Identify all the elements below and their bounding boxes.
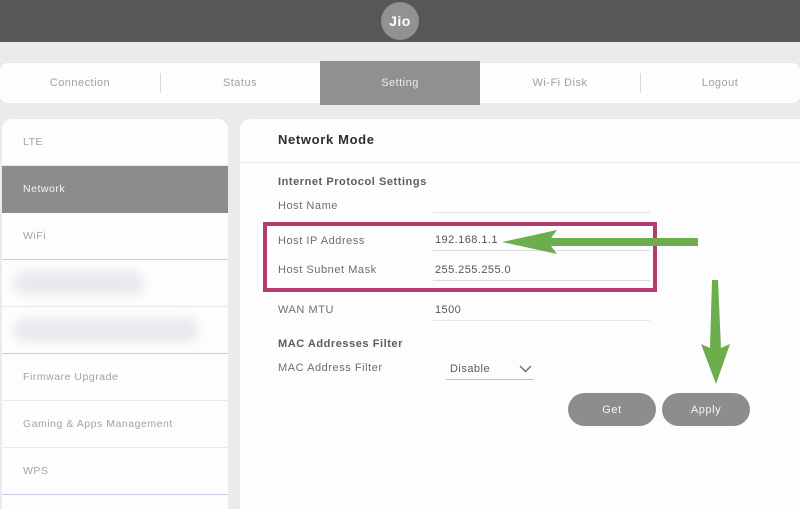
mac-addresses-filter-heading: MAC Addresses Filter — [278, 338, 403, 350]
tab-connection-label: Connection — [49, 77, 111, 89]
sidebar-item-network[interactable]: Network — [2, 166, 228, 213]
host-subnet-mask-label: Host Subnet Mask — [278, 264, 377, 276]
tab-logout[interactable]: Logout — [640, 63, 800, 103]
sidebar-item-blurred[interactable] — [2, 260, 228, 307]
host-subnet-mask-input[interactable] — [433, 261, 650, 281]
sidebar-item-wps-label: WPS — [23, 465, 49, 477]
host-ip-address-label: Host IP Address — [278, 235, 365, 247]
mac-address-filter-dropdown[interactable]: Disable — [446, 359, 534, 380]
tab-wifi-disk[interactable]: Wi-Fi Disk — [480, 63, 640, 103]
mac-address-filter-value: Disable — [450, 363, 491, 375]
host-ip-address-input[interactable] — [433, 231, 650, 251]
chevron-down-icon — [519, 365, 532, 373]
sidebar-item-wifi-label: WiFi — [23, 230, 47, 242]
apply-button[interactable]: Apply — [662, 393, 750, 426]
title-divider — [240, 162, 800, 163]
blurred-label-placeholder — [14, 318, 199, 342]
tab-status[interactable]: Status — [160, 63, 320, 103]
sidebar-item-wps[interactable]: WPS — [2, 448, 228, 495]
network-mode-panel: Network Mode Internet Protocol Settings … — [240, 119, 800, 509]
jio-logo: Jio — [381, 2, 419, 40]
sidebar-item-blurred[interactable] — [2, 307, 228, 354]
tab-connection[interactable]: Connection — [0, 63, 160, 103]
sidebar-item-firmware-upgrade[interactable]: Firmware Upgrade — [2, 354, 228, 401]
tab-status-label: Status — [222, 77, 258, 89]
sidebar-item-firmware-upgrade-label: Firmware Upgrade — [23, 371, 119, 383]
wan-mtu-input[interactable] — [433, 301, 650, 321]
main-tab-bar: Connection Status Setting Wi-Fi Disk Log… — [0, 61, 800, 105]
host-name-label: Host Name — [278, 200, 338, 212]
mac-address-filter-label: MAC Address Filter — [278, 362, 383, 374]
sidebar-item-gaming-apps-management[interactable]: Gaming & Apps Management — [2, 401, 228, 448]
host-name-input[interactable] — [433, 193, 650, 213]
settings-sidebar: LTE Network WiFi Firmware Upgrade Gaming… — [2, 119, 228, 509]
tab-divider — [640, 73, 641, 93]
jio-logo-text: Jio — [389, 13, 411, 29]
sidebar-item-gaming-apps-label: Gaming & Apps Management — [23, 418, 173, 430]
sidebar-item-wifi[interactable]: WiFi — [2, 213, 228, 260]
wan-mtu-label: WAN MTU — [278, 304, 334, 316]
tab-logout-label: Logout — [701, 77, 739, 89]
internet-protocol-settings-heading: Internet Protocol Settings — [278, 176, 427, 188]
sidebar-item-lte[interactable]: LTE — [2, 119, 228, 166]
get-button[interactable]: Get — [568, 393, 656, 426]
sidebar-item-network-label: Network — [23, 183, 66, 195]
tab-wifi-disk-label: Wi-Fi Disk — [532, 77, 588, 89]
sidebar-item-lte-label: LTE — [23, 136, 44, 148]
page-title: Network Mode — [278, 132, 375, 147]
tab-setting[interactable]: Setting — [320, 61, 480, 105]
blurred-label-placeholder — [14, 271, 144, 295]
tab-setting-label: Setting — [381, 77, 419, 89]
tab-divider — [160, 73, 161, 93]
